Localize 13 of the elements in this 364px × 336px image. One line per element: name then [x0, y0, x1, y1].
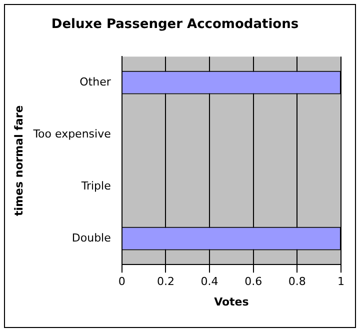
x-tick-label: 1	[338, 275, 344, 288]
chart-title: Deluxe Passenger Accomodations	[51, 17, 299, 32]
x-tick-label: 0.4	[200, 275, 218, 288]
y-axis-title: times normal fare	[12, 105, 26, 216]
x-tick-label: 0.8	[288, 275, 306, 288]
x-axis-title: Votes	[214, 295, 250, 308]
y-tick-label: Triple	[80, 179, 112, 192]
x-tick-label: 0	[118, 275, 126, 288]
y-tick-label: Other	[80, 75, 112, 88]
y-tick-label: Double	[72, 231, 112, 244]
y-tick-label: Too expensive	[32, 127, 112, 140]
x-tick-label: 0.2	[156, 275, 174, 288]
x-tick-label: 0.6	[244, 275, 262, 288]
